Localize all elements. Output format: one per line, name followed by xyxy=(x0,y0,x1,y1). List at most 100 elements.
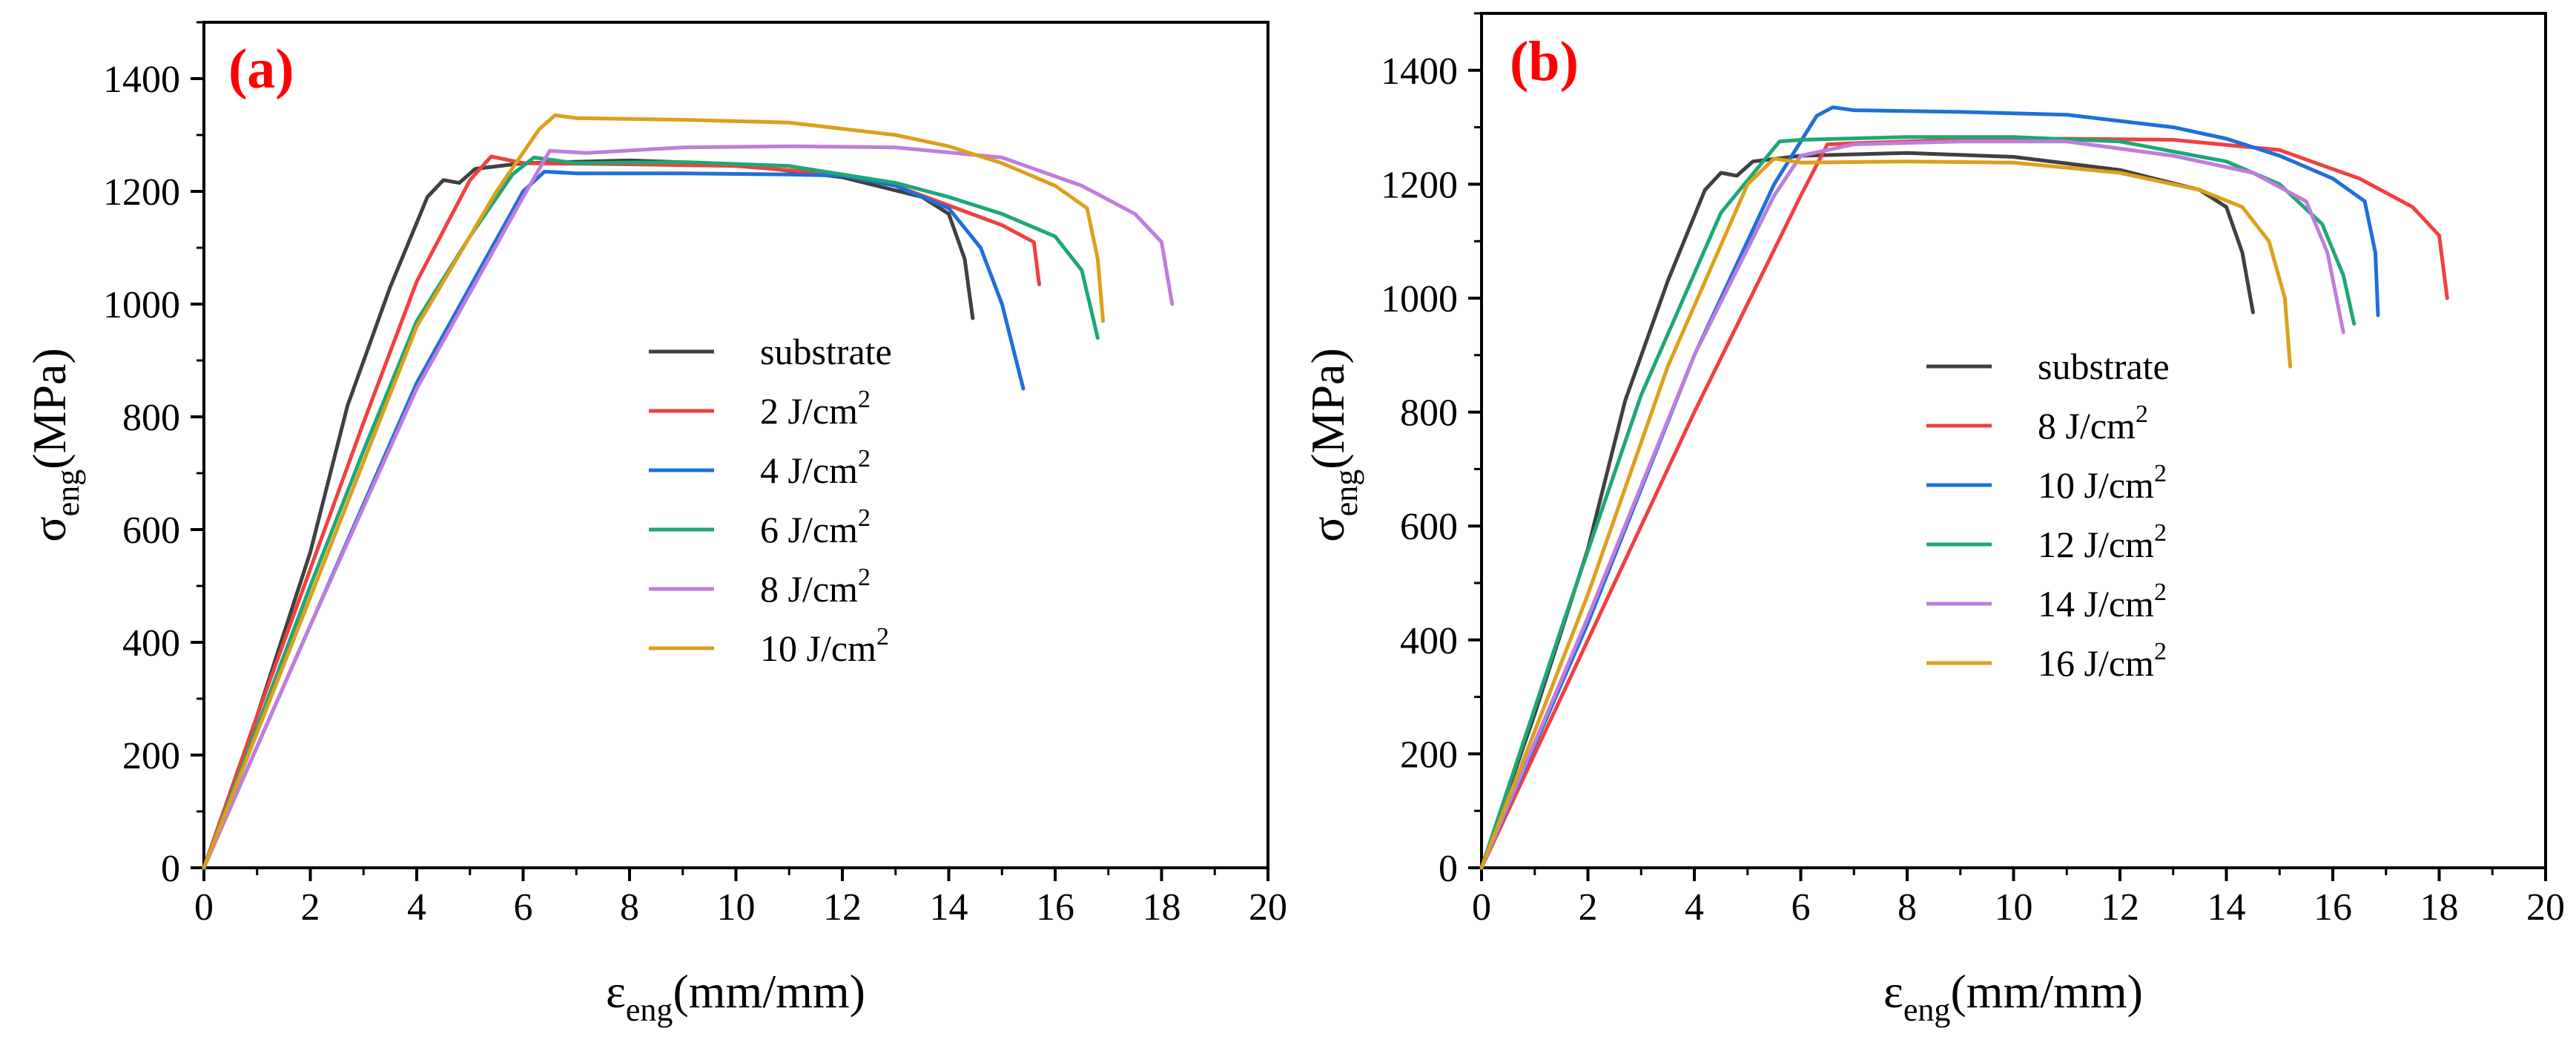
legend-superscript: 2 xyxy=(876,623,889,650)
x-tick-label: 16 xyxy=(1036,886,1074,929)
y-axis-symbol: σ xyxy=(23,516,76,542)
x-tick-label: 20 xyxy=(1249,886,1287,929)
legend-superscript: 2 xyxy=(2154,519,2167,547)
x-tick-label: 12 xyxy=(823,886,862,929)
legend-entry: 16 J/cm2 xyxy=(2038,638,2167,684)
x-tick-label: 8 xyxy=(620,886,639,929)
x-ticks: 0 2 4 6 8 10 12 14 16 18 20 xyxy=(1472,868,2565,929)
x-tick-label: 8 xyxy=(1898,886,1917,929)
x-tick-label: 12 xyxy=(2101,886,2139,929)
x-tick-label: 14 xyxy=(930,886,968,929)
x-tick-label: 10 xyxy=(717,886,756,929)
series-line-2 xyxy=(1479,105,2380,870)
x-tick-label: 6 xyxy=(514,886,533,929)
panel-a: 0 2 4 6 8 10 12 14 16 18 20 0 200 400 600 800 1000 1200 1… xyxy=(23,21,1287,1028)
x-axis-title: εeng(mm/mm) xyxy=(1883,965,2143,1028)
y-tick-label: 600 xyxy=(122,510,180,552)
y-tick-label: 1200 xyxy=(1381,164,1458,206)
x-tick-label: 18 xyxy=(2420,886,2459,929)
legend-entry: substrate xyxy=(2038,346,2170,387)
legend-entry: 2 J/cm2 xyxy=(760,386,871,432)
legend-label: 8 J/cm xyxy=(760,568,858,610)
series-line-4 xyxy=(202,144,1175,870)
x-axis-units: (mm/mm) xyxy=(1950,965,2143,1018)
x-tick-label: 0 xyxy=(194,886,214,929)
y-tick-label: 1400 xyxy=(103,59,180,101)
curves xyxy=(202,113,1175,870)
curves xyxy=(1479,105,2449,870)
legend-superscript: 2 xyxy=(2154,579,2167,606)
x-tick-label: 20 xyxy=(2526,886,2565,929)
plot-frame xyxy=(202,21,1269,869)
series-line-3 xyxy=(202,155,1100,870)
legend-superscript: 2 xyxy=(2154,638,2167,665)
y-tick-label: 0 xyxy=(161,848,180,890)
y-tick-label: 200 xyxy=(1400,734,1458,776)
legend-label: 10 J/cm xyxy=(2038,464,2154,506)
legend-superscript: 2 xyxy=(858,386,871,413)
y-tick-label: 600 xyxy=(1400,506,1458,548)
panel-label: (a) xyxy=(228,38,294,100)
y-ticks: 0 200 400 600 800 1000 1200 1400 xyxy=(103,21,204,890)
series-line-4 xyxy=(1479,139,2345,870)
legend-superscript: 2 xyxy=(858,445,871,472)
y-tick-label: 1400 xyxy=(1381,50,1458,93)
legend-entry: 8 J/cm2 xyxy=(760,564,871,610)
legend-superscript: 2 xyxy=(858,504,871,532)
legend-entry: 4 J/cm2 xyxy=(760,445,871,491)
x-axis-subscript: eng xyxy=(1903,992,1951,1028)
x-tick-label: 4 xyxy=(407,886,426,929)
legend-entry: 6 J/cm2 xyxy=(760,504,871,550)
series-line-1 xyxy=(202,154,1041,870)
y-tick-label: 0 xyxy=(1439,848,1458,890)
y-tick-label: 200 xyxy=(122,735,180,777)
y-axis-subscript: eng xyxy=(1328,470,1364,517)
legend-label: 10 J/cm xyxy=(760,627,876,669)
y-tick-label: 1200 xyxy=(103,171,180,214)
y-tick-label: 1000 xyxy=(103,284,180,326)
legend-superscript: 2 xyxy=(2136,401,2148,428)
legend-label: 4 J/cm xyxy=(760,449,858,491)
legend-label: 6 J/cm xyxy=(760,509,858,550)
y-tick-label: 800 xyxy=(1400,392,1458,435)
x-axis-subscript: eng xyxy=(626,992,673,1028)
x-tick-label: 6 xyxy=(1791,886,1811,929)
y-ticks: 0 200 400 600 800 1000 1200 1400 xyxy=(1381,12,1482,890)
legend-superscript: 2 xyxy=(858,564,871,591)
legend-entry: 8 J/cm2 xyxy=(2038,401,2148,447)
y-axis-symbol: σ xyxy=(1301,516,1354,542)
x-tick-label: 2 xyxy=(1579,886,1598,929)
panel-label: (b) xyxy=(1510,30,1579,93)
legend-entry: 10 J/cm2 xyxy=(2038,460,2167,506)
series-line-3 xyxy=(1479,135,2357,870)
x-axis-title: εeng(mm/mm) xyxy=(606,965,865,1028)
x-tick-label: 0 xyxy=(1472,886,1491,929)
legend-label: 12 J/cm xyxy=(2038,524,2154,565)
series-line-5 xyxy=(202,113,1106,870)
y-axis-subscript: eng xyxy=(50,470,86,517)
legend-label: substrate xyxy=(2038,346,2170,387)
y-axis-units: (MPa) xyxy=(1301,348,1354,470)
y-axis-units: (MPa) xyxy=(23,348,76,470)
y-axis-title: σeng(MPa) xyxy=(1301,348,1364,542)
series-line-1 xyxy=(1479,136,2449,870)
x-tick-label: 10 xyxy=(1995,886,2033,929)
legend-entry: substrate xyxy=(760,331,892,372)
legend-label: 14 J/cm xyxy=(2038,583,2154,625)
series-line-5 xyxy=(1479,157,2293,870)
legend-entry: 12 J/cm2 xyxy=(2038,519,2167,565)
series-line-0 xyxy=(1479,151,2255,870)
legend-label: substrate xyxy=(760,331,892,372)
y-tick-label: 1000 xyxy=(1381,278,1458,320)
series-line-2 xyxy=(202,169,1026,870)
y-tick-label: 400 xyxy=(1400,620,1458,662)
legend-label: 8 J/cm xyxy=(2038,405,2136,447)
legend-entry: 10 J/cm2 xyxy=(760,623,889,669)
x-ticks: 0 2 4 6 8 10 12 14 16 18 20 xyxy=(194,868,1287,929)
panel-b: 0 2 4 6 8 10 12 14 16 18 20 0 200 400 600 800 1000 1200 1… xyxy=(1301,12,2565,1028)
x-tick-label: 4 xyxy=(1685,886,1704,929)
